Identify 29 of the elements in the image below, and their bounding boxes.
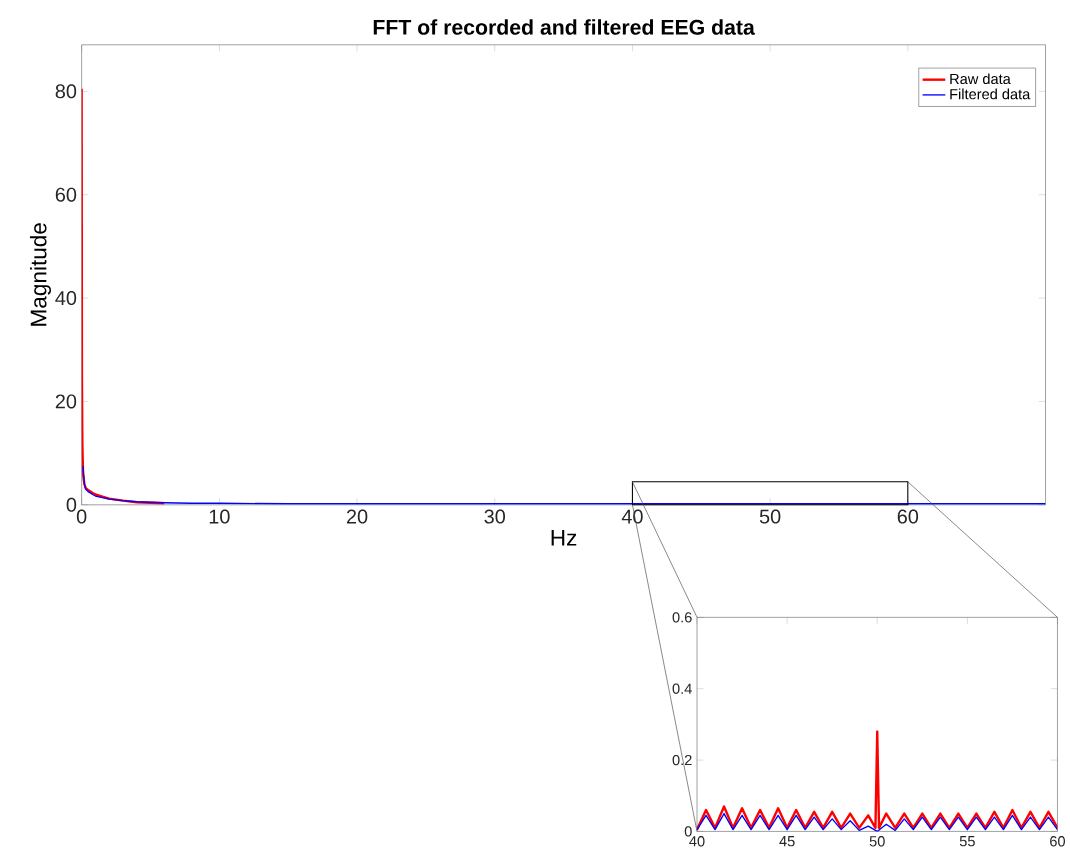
legend-label: Raw data xyxy=(950,73,1011,84)
chart-title: FFT of recorded and filtered EEG data xyxy=(373,19,755,35)
y-tick-label: 80 xyxy=(55,84,77,99)
y-tick-label: 0 xyxy=(684,826,692,837)
y-tick-label: 0.2 xyxy=(672,754,692,766)
x-tick-label: 50 xyxy=(759,509,781,524)
x-tick-label: 40 xyxy=(689,835,705,847)
x-tick-label: 30 xyxy=(484,509,506,524)
y-tick-label: 60 xyxy=(55,187,77,202)
line-series xyxy=(697,730,1058,831)
y-tick-label: 40 xyxy=(55,290,77,305)
y-tick-label: 0 xyxy=(66,497,77,512)
x-tick-label: 10 xyxy=(209,509,230,524)
x-tick-label: 60 xyxy=(897,509,919,524)
line-series xyxy=(697,812,1058,832)
x-tick-label: 55 xyxy=(959,835,975,847)
x-tick-label: 40 xyxy=(621,509,643,524)
y-tick-label: 0.6 xyxy=(672,612,692,623)
legend-label: Filtered data xyxy=(950,88,1031,100)
y-axis-title: Magnitude xyxy=(29,222,52,326)
x-axis-title: Hz xyxy=(551,529,577,546)
y-tick-label: 20 xyxy=(55,394,77,409)
x-tick-label: 60 xyxy=(1050,835,1065,847)
line-series xyxy=(81,87,166,505)
y-tick-label: 0.4 xyxy=(672,683,692,694)
x-tick-label: 45 xyxy=(779,835,795,847)
x-tick-label: 50 xyxy=(869,835,885,847)
x-tick-label: 20 xyxy=(346,509,368,524)
x-tick-label: 0 xyxy=(76,509,87,524)
